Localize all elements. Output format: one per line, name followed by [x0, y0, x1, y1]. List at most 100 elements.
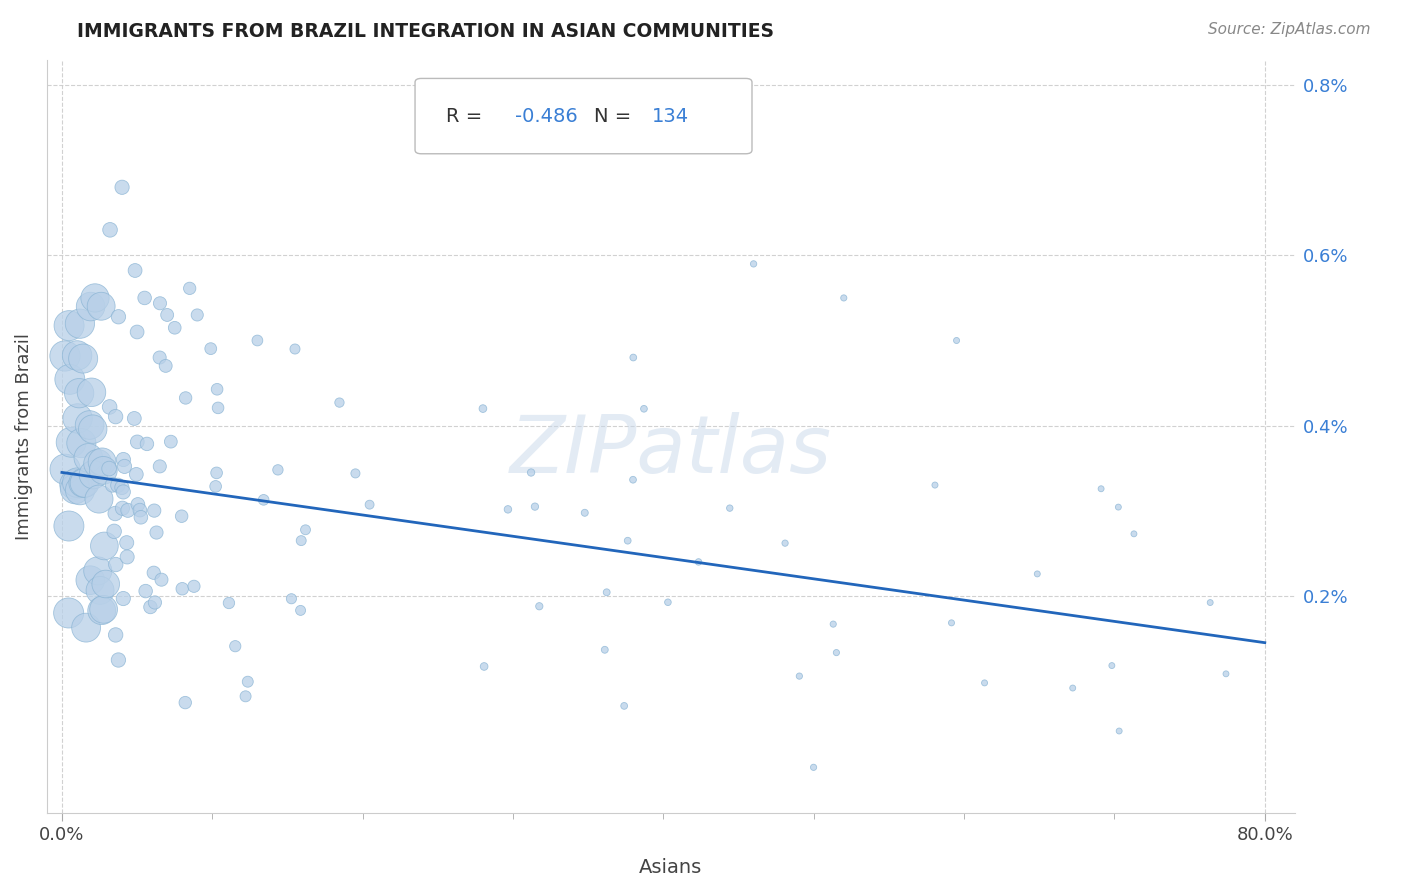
Point — [204, 479, 226, 493]
Point — [773, 536, 796, 550]
Point — [107, 478, 129, 492]
Point — [63, 477, 86, 491]
Point — [66, 348, 89, 362]
Point — [77, 450, 100, 465]
Text: Source: ZipAtlas.com: Source: ZipAtlas.com — [1208, 22, 1371, 37]
Point — [80, 385, 103, 400]
Point — [72, 351, 94, 366]
Point — [742, 257, 765, 271]
Point — [69, 317, 91, 331]
Point — [145, 525, 167, 540]
Point — [172, 582, 194, 596]
Point — [101, 478, 124, 492]
Point — [718, 501, 741, 516]
Point — [104, 507, 127, 521]
Point — [523, 500, 546, 514]
Text: R =: R = — [446, 107, 489, 126]
Point — [67, 386, 90, 401]
Point — [149, 351, 172, 365]
Point — [290, 533, 312, 548]
Point — [98, 400, 121, 414]
Point — [472, 659, 495, 673]
Point — [139, 600, 162, 615]
Point — [224, 639, 246, 653]
Point — [328, 395, 350, 409]
Point — [1090, 482, 1112, 496]
Point — [98, 461, 121, 475]
Point — [657, 595, 679, 609]
Point — [616, 533, 638, 548]
Point — [111, 180, 134, 194]
Point — [359, 498, 381, 512]
Point — [58, 606, 80, 620]
Point — [183, 579, 205, 593]
Point — [973, 676, 995, 690]
Point — [53, 462, 76, 476]
Point — [593, 642, 616, 657]
Point — [205, 466, 228, 480]
Point — [89, 583, 111, 598]
Point — [115, 535, 138, 549]
Point — [58, 318, 80, 333]
Point — [104, 409, 127, 424]
Point — [941, 615, 963, 630]
Point — [200, 342, 222, 356]
FancyBboxPatch shape — [415, 78, 752, 153]
Point — [93, 539, 115, 553]
Point — [107, 310, 129, 324]
Point — [117, 503, 139, 517]
Point — [529, 599, 551, 614]
Point — [111, 481, 134, 495]
Point — [73, 475, 96, 490]
Point — [75, 621, 97, 635]
Point — [613, 698, 636, 713]
Text: N =: N = — [593, 107, 637, 126]
Point — [127, 434, 149, 449]
Point — [129, 503, 152, 517]
Text: IMMIGRANTS FROM BRAZIL INTEGRATION IN ASIAN COMMUNITIES: IMMIGRANTS FROM BRAZIL INTEGRATION IN AS… — [77, 22, 775, 41]
Point — [150, 573, 173, 587]
Point — [79, 573, 101, 587]
Point — [205, 382, 228, 396]
Point — [186, 308, 208, 322]
Point — [633, 401, 655, 416]
Point — [344, 467, 367, 481]
Point — [111, 501, 134, 516]
Point — [59, 372, 82, 386]
Point — [179, 281, 201, 295]
Point — [823, 617, 845, 632]
Point — [60, 435, 83, 450]
Point — [136, 437, 159, 451]
Point — [90, 299, 112, 313]
Point — [218, 596, 240, 610]
Point — [1026, 566, 1049, 581]
Point — [127, 325, 149, 339]
Point — [66, 411, 89, 425]
Point — [496, 502, 519, 516]
Point — [284, 342, 307, 356]
Point — [112, 591, 135, 606]
Point — [72, 475, 94, 490]
Point — [87, 491, 110, 506]
Text: ZIPatlas: ZIPatlas — [510, 412, 832, 491]
Point — [688, 555, 710, 569]
Point — [143, 503, 166, 517]
Point — [124, 263, 146, 277]
Point — [1122, 526, 1144, 541]
Point — [253, 492, 276, 507]
Point — [79, 417, 101, 432]
Point — [156, 308, 179, 322]
Point — [91, 463, 114, 477]
Point — [803, 760, 825, 774]
Point — [91, 455, 114, 469]
Point — [1108, 724, 1130, 739]
Point — [53, 349, 76, 363]
Text: 134: 134 — [652, 107, 689, 126]
Point — [471, 401, 494, 416]
Point — [115, 549, 138, 564]
Point — [246, 334, 269, 348]
Point — [1062, 681, 1084, 695]
Point — [93, 602, 115, 616]
Point — [124, 411, 146, 425]
Point — [84, 291, 107, 305]
